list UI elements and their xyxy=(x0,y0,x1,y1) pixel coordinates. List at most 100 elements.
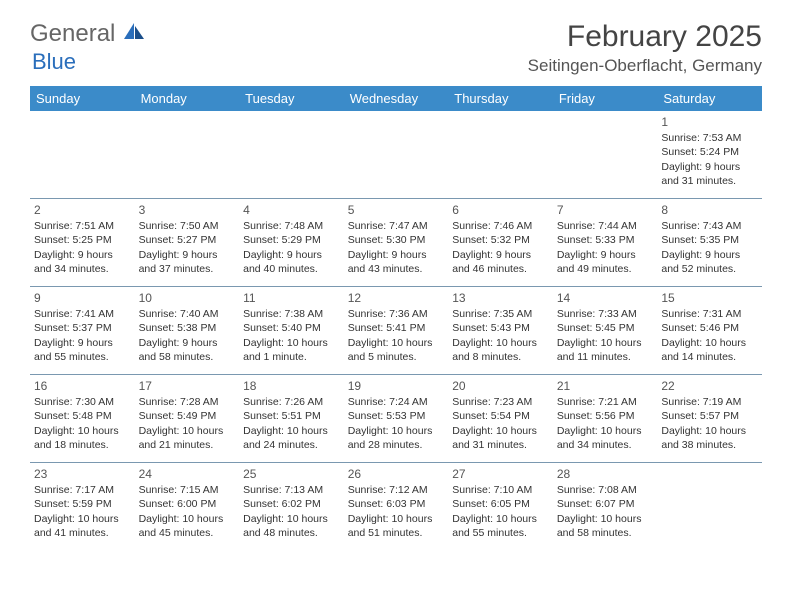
calendar-cell: 4Sunrise: 7:48 AMSunset: 5:29 PMDaylight… xyxy=(239,199,344,287)
daylight-text: Daylight: 10 hours and 51 minutes. xyxy=(348,512,445,540)
logo-text: General Blue xyxy=(30,20,146,76)
sunset-text: Sunset: 5:41 PM xyxy=(348,321,445,335)
daylight-text: Daylight: 10 hours and 1 minute. xyxy=(243,336,340,364)
header: General Blue February 2025 Seitingen-Obe… xyxy=(30,20,762,76)
calendar-cell: 16Sunrise: 7:30 AMSunset: 5:48 PMDayligh… xyxy=(30,375,135,463)
calendar-cell xyxy=(344,111,449,199)
weekday-header: Tuesday xyxy=(239,86,344,111)
day-number: 9 xyxy=(34,290,131,306)
weekday-header: Sunday xyxy=(30,86,135,111)
daylight-text: Daylight: 9 hours and 49 minutes. xyxy=(557,248,654,276)
calendar-cell: 3Sunrise: 7:50 AMSunset: 5:27 PMDaylight… xyxy=(135,199,240,287)
sunset-text: Sunset: 5:46 PM xyxy=(661,321,758,335)
day-number: 11 xyxy=(243,290,340,306)
weekday-header: Monday xyxy=(135,86,240,111)
daylight-text: Daylight: 10 hours and 14 minutes. xyxy=(661,336,758,364)
calendar-cell: 22Sunrise: 7:19 AMSunset: 5:57 PMDayligh… xyxy=(657,375,762,463)
calendar-cell: 25Sunrise: 7:13 AMSunset: 6:02 PMDayligh… xyxy=(239,463,344,551)
sunrise-text: Sunrise: 7:10 AM xyxy=(452,483,549,497)
calendar-cell: 17Sunrise: 7:28 AMSunset: 5:49 PMDayligh… xyxy=(135,375,240,463)
sunrise-text: Sunrise: 7:15 AM xyxy=(139,483,236,497)
sunset-text: Sunset: 5:29 PM xyxy=(243,233,340,247)
sunrise-text: Sunrise: 7:17 AM xyxy=(34,483,131,497)
logo-text-2: Blue xyxy=(32,49,76,74)
sunrise-text: Sunrise: 7:47 AM xyxy=(348,219,445,233)
day-number: 5 xyxy=(348,202,445,218)
sunset-text: Sunset: 5:30 PM xyxy=(348,233,445,247)
day-number: 3 xyxy=(139,202,236,218)
sunrise-text: Sunrise: 7:53 AM xyxy=(661,131,758,145)
daylight-text: Daylight: 10 hours and 48 minutes. xyxy=(243,512,340,540)
sunrise-text: Sunrise: 7:38 AM xyxy=(243,307,340,321)
daylight-text: Daylight: 9 hours and 37 minutes. xyxy=(139,248,236,276)
sunrise-text: Sunrise: 7:46 AM xyxy=(452,219,549,233)
daylight-text: Daylight: 10 hours and 28 minutes. xyxy=(348,424,445,452)
sunrise-text: Sunrise: 7:31 AM xyxy=(661,307,758,321)
calendar-cell: 27Sunrise: 7:10 AMSunset: 6:05 PMDayligh… xyxy=(448,463,553,551)
day-number: 2 xyxy=(34,202,131,218)
day-number: 14 xyxy=(557,290,654,306)
calendar-cell: 7Sunrise: 7:44 AMSunset: 5:33 PMDaylight… xyxy=(553,199,658,287)
day-number: 15 xyxy=(661,290,758,306)
sunrise-text: Sunrise: 7:51 AM xyxy=(34,219,131,233)
daylight-text: Daylight: 9 hours and 46 minutes. xyxy=(452,248,549,276)
calendar-cell: 12Sunrise: 7:36 AMSunset: 5:41 PMDayligh… xyxy=(344,287,449,375)
sail-icon xyxy=(124,20,146,47)
calendar-week: 9Sunrise: 7:41 AMSunset: 5:37 PMDaylight… xyxy=(30,287,762,375)
daylight-text: Daylight: 10 hours and 11 minutes. xyxy=(557,336,654,364)
weekday-header: Friday xyxy=(553,86,658,111)
calendar-cell: 20Sunrise: 7:23 AMSunset: 5:54 PMDayligh… xyxy=(448,375,553,463)
sunset-text: Sunset: 5:32 PM xyxy=(452,233,549,247)
weekday-header: Thursday xyxy=(448,86,553,111)
calendar-cell: 11Sunrise: 7:38 AMSunset: 5:40 PMDayligh… xyxy=(239,287,344,375)
weekday-header: Saturday xyxy=(657,86,762,111)
daylight-text: Daylight: 9 hours and 58 minutes. xyxy=(139,336,236,364)
day-number: 22 xyxy=(661,378,758,394)
day-number: 16 xyxy=(34,378,131,394)
calendar-page: General Blue February 2025 Seitingen-Obe… xyxy=(0,0,792,612)
calendar-table: SundayMondayTuesdayWednesdayThursdayFrid… xyxy=(30,86,762,550)
daylight-text: Daylight: 9 hours and 43 minutes. xyxy=(348,248,445,276)
sunset-text: Sunset: 6:03 PM xyxy=(348,497,445,511)
sunrise-text: Sunrise: 7:28 AM xyxy=(139,395,236,409)
day-number: 6 xyxy=(452,202,549,218)
calendar-week: 1Sunrise: 7:53 AMSunset: 5:24 PMDaylight… xyxy=(30,111,762,199)
calendar-cell: 15Sunrise: 7:31 AMSunset: 5:46 PMDayligh… xyxy=(657,287,762,375)
sunrise-text: Sunrise: 7:41 AM xyxy=(34,307,131,321)
sunset-text: Sunset: 5:48 PM xyxy=(34,409,131,423)
daylight-text: Daylight: 10 hours and 5 minutes. xyxy=(348,336,445,364)
calendar-cell xyxy=(657,463,762,551)
sunrise-text: Sunrise: 7:12 AM xyxy=(348,483,445,497)
calendar-cell: 9Sunrise: 7:41 AMSunset: 5:37 PMDaylight… xyxy=(30,287,135,375)
day-number: 1 xyxy=(661,114,758,130)
daylight-text: Daylight: 9 hours and 31 minutes. xyxy=(661,160,758,188)
sunrise-text: Sunrise: 7:24 AM xyxy=(348,395,445,409)
sunset-text: Sunset: 5:53 PM xyxy=(348,409,445,423)
sunset-text: Sunset: 5:57 PM xyxy=(661,409,758,423)
logo-text-1: General xyxy=(30,20,115,47)
day-number: 19 xyxy=(348,378,445,394)
sunset-text: Sunset: 5:51 PM xyxy=(243,409,340,423)
day-number: 27 xyxy=(452,466,549,482)
calendar-cell: 18Sunrise: 7:26 AMSunset: 5:51 PMDayligh… xyxy=(239,375,344,463)
sunset-text: Sunset: 6:05 PM xyxy=(452,497,549,511)
location: Seitingen-Oberflacht, Germany xyxy=(528,56,762,76)
sunrise-text: Sunrise: 7:35 AM xyxy=(452,307,549,321)
title-block: February 2025 Seitingen-Oberflacht, Germ… xyxy=(528,20,762,76)
daylight-text: Daylight: 10 hours and 55 minutes. xyxy=(452,512,549,540)
day-number: 7 xyxy=(557,202,654,218)
sunrise-text: Sunrise: 7:50 AM xyxy=(139,219,236,233)
sunrise-text: Sunrise: 7:48 AM xyxy=(243,219,340,233)
month-title: February 2025 xyxy=(528,20,762,54)
calendar-cell: 5Sunrise: 7:47 AMSunset: 5:30 PMDaylight… xyxy=(344,199,449,287)
daylight-text: Daylight: 10 hours and 58 minutes. xyxy=(557,512,654,540)
sunrise-text: Sunrise: 7:26 AM xyxy=(243,395,340,409)
calendar-cell: 10Sunrise: 7:40 AMSunset: 5:38 PMDayligh… xyxy=(135,287,240,375)
logo: General Blue xyxy=(30,20,146,76)
calendar-cell: 19Sunrise: 7:24 AMSunset: 5:53 PMDayligh… xyxy=(344,375,449,463)
daylight-text: Daylight: 10 hours and 45 minutes. xyxy=(139,512,236,540)
daylight-text: Daylight: 9 hours and 52 minutes. xyxy=(661,248,758,276)
sunrise-text: Sunrise: 7:36 AM xyxy=(348,307,445,321)
day-number: 26 xyxy=(348,466,445,482)
sunset-text: Sunset: 6:00 PM xyxy=(139,497,236,511)
